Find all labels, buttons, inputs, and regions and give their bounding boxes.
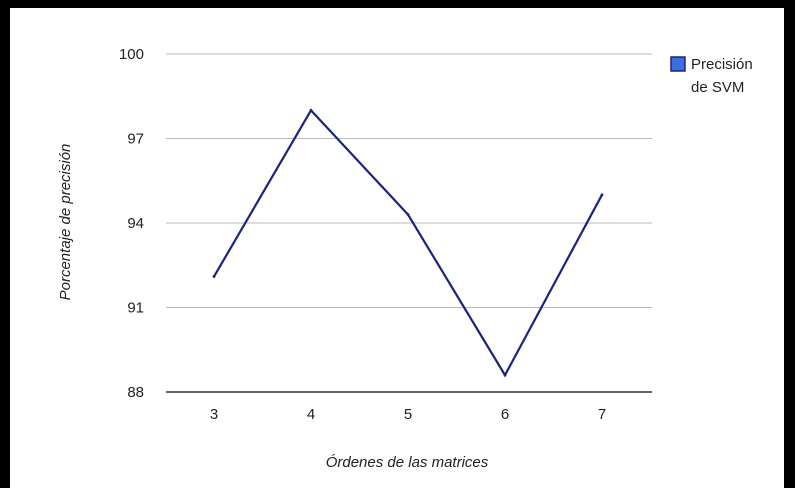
y-axis-ticks: 88 91 94 97 100 <box>119 46 144 401</box>
x-axis-title: Órdenes de las matrices <box>326 454 489 471</box>
series <box>212 108 604 378</box>
data-point <box>309 108 313 112</box>
x-axis-ticks: 3 4 5 6 7 <box>210 406 606 423</box>
data-point <box>600 193 604 197</box>
x-tick-label: 5 <box>404 406 412 423</box>
legend-swatch <box>670 56 686 72</box>
legend-label-line-1: Precisión <box>691 56 753 73</box>
data-point <box>212 275 216 278</box>
legend-label-line-2: de SVM <box>691 79 744 96</box>
legend: Precisión de SVM <box>670 56 753 96</box>
y-tick-label: 100 <box>119 46 144 63</box>
data-point <box>503 373 507 377</box>
y-tick-label: 88 <box>127 384 144 401</box>
y-tick-label: 91 <box>127 300 144 317</box>
y-tick-label: 97 <box>127 131 144 148</box>
chart-panel <box>10 8 784 488</box>
gridlines <box>166 53 652 393</box>
y-tick-label: 94 <box>127 215 144 232</box>
x-tick-label: 3 <box>210 406 218 423</box>
y-axis-title: Porcentaje de precisión <box>57 144 74 301</box>
x-tick-label: 7 <box>598 406 606 423</box>
series-line <box>213 108 603 378</box>
data-point <box>406 213 410 216</box>
x-tick-label: 6 <box>501 406 509 423</box>
x-tick-label: 4 <box>307 406 315 423</box>
